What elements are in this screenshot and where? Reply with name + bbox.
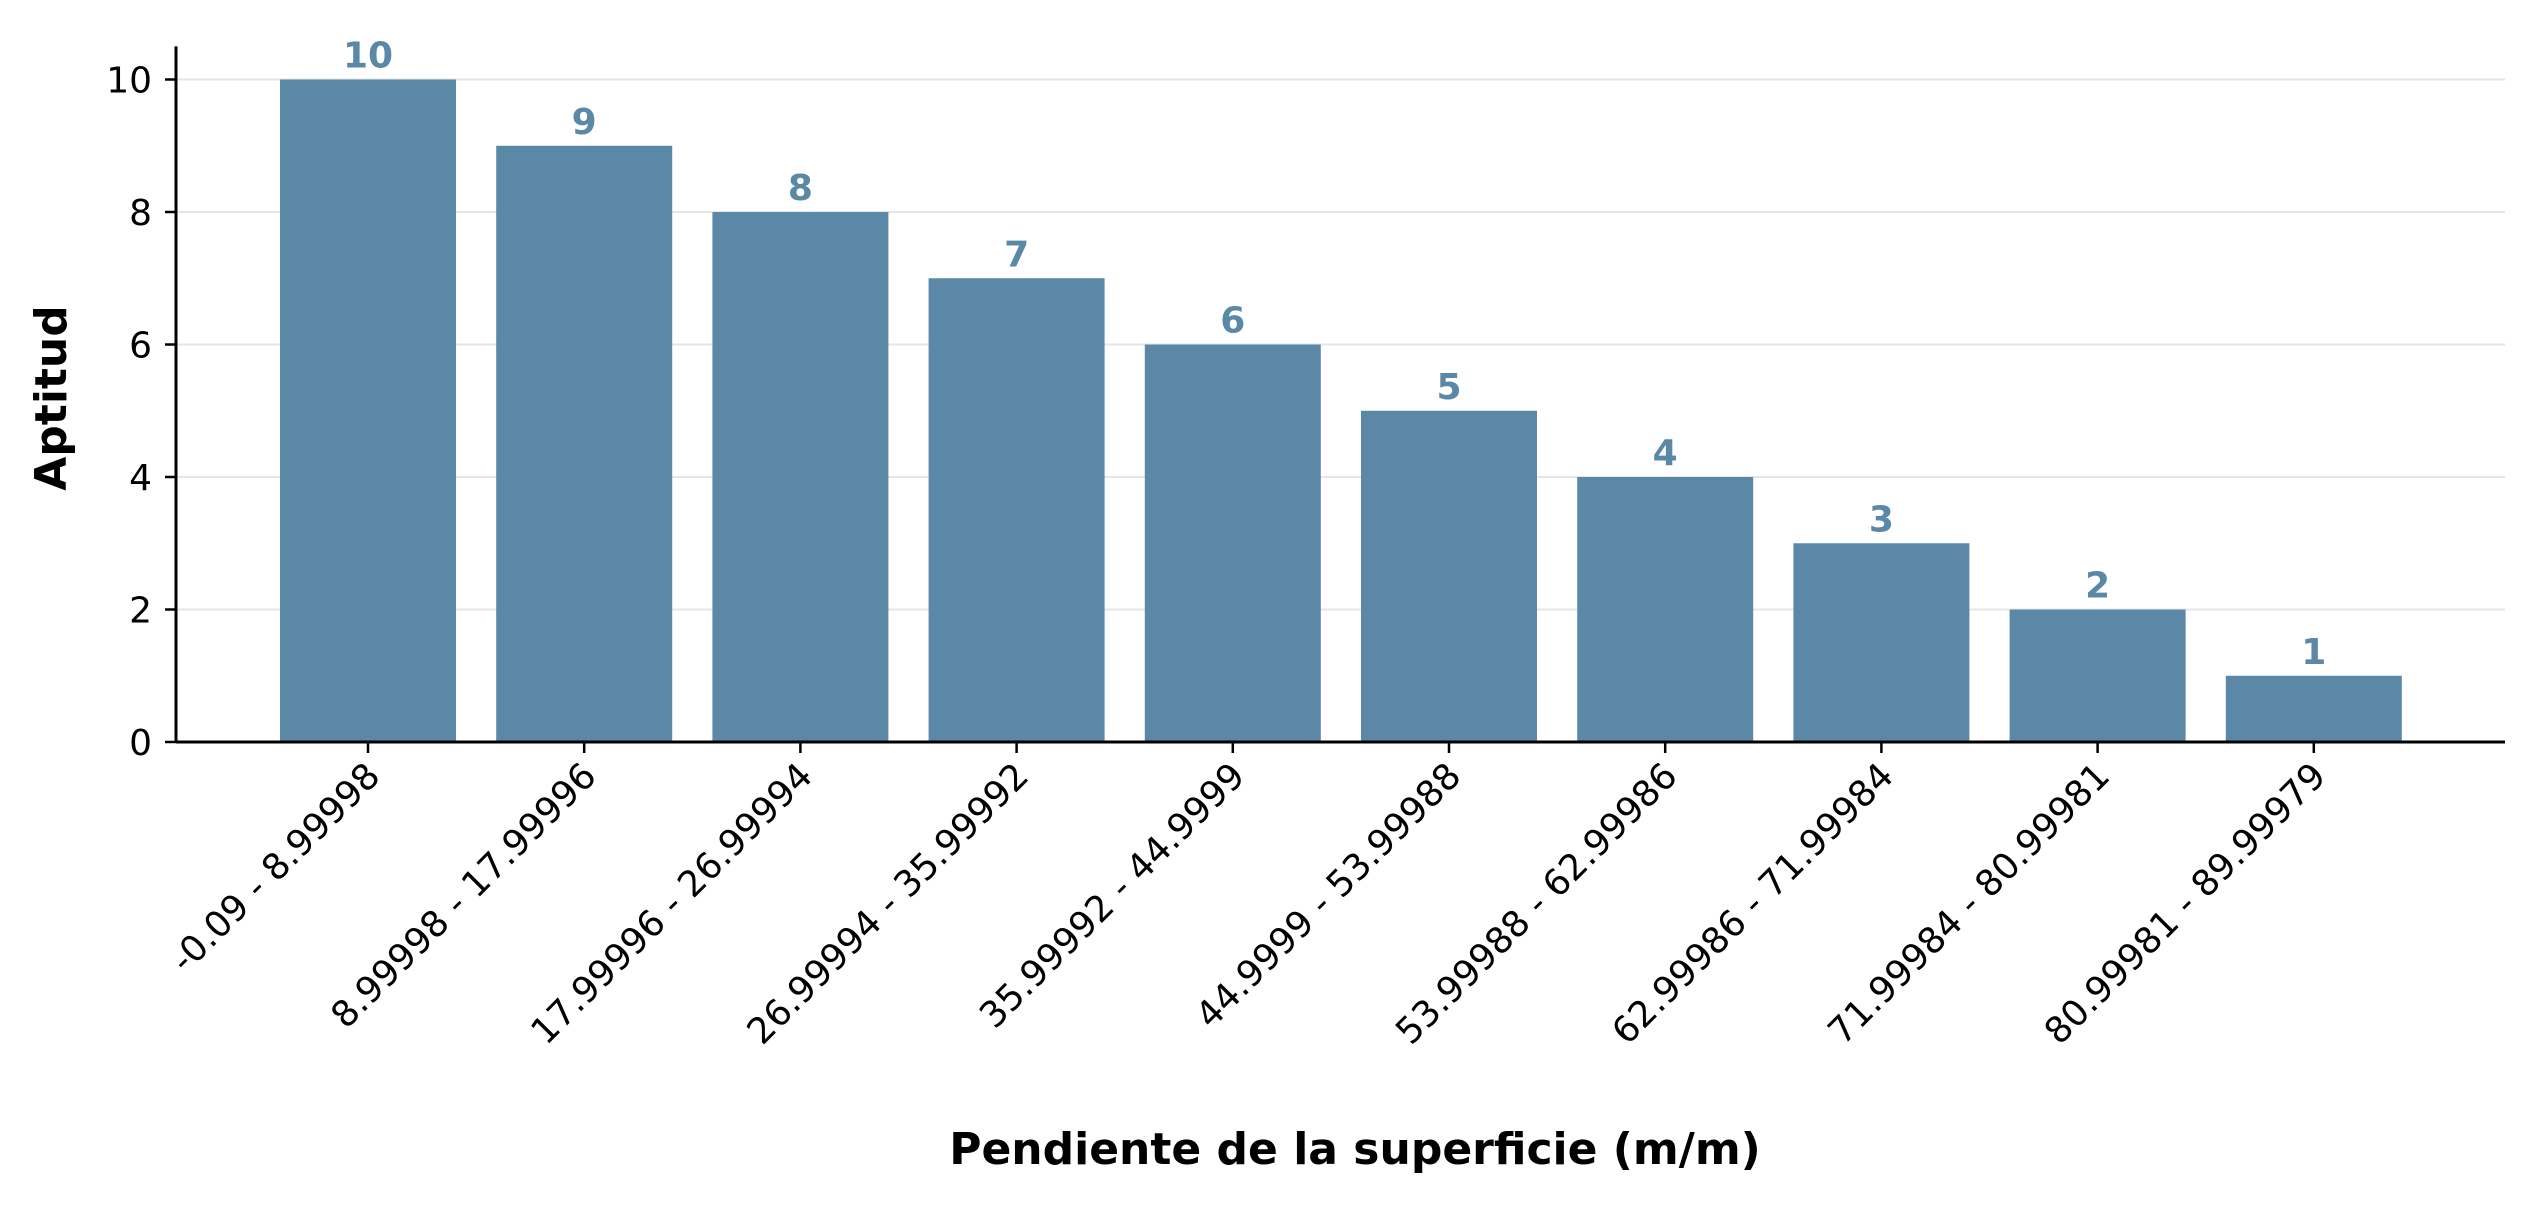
data-label: 10 — [343, 36, 393, 77]
bar — [496, 145, 673, 742]
bar — [2225, 675, 2402, 742]
y-axis-label: Aptitud — [26, 305, 77, 491]
data-label: 2 — [2085, 566, 2110, 607]
bar — [712, 212, 889, 742]
bar — [2009, 609, 2186, 742]
data-labels: 10 9 8 7 6 5 4 3 2 1 — [343, 36, 2326, 673]
bar — [1793, 543, 1970, 742]
data-label: 4 — [1653, 433, 1678, 474]
y-tick-label: 10 — [106, 61, 152, 102]
data-label: 6 — [1220, 301, 1245, 342]
bars — [280, 79, 2402, 742]
y-tick-label: 4 — [129, 458, 152, 499]
y-tick-label: 2 — [129, 591, 152, 632]
data-label: 3 — [1869, 499, 1894, 540]
bar — [280, 79, 456, 742]
y-tick-label: 6 — [129, 326, 152, 367]
x-tick-label: -0.09 - 8.99998 — [163, 755, 389, 981]
bar — [1361, 410, 1537, 742]
data-label: 8 — [788, 168, 813, 209]
bar — [1577, 477, 1754, 742]
axes — [174, 46, 2505, 744]
data-label: 9 — [572, 102, 597, 143]
data-label: 7 — [1004, 234, 1029, 275]
y-tick-label: 8 — [129, 193, 152, 234]
y-tick-label: 0 — [129, 723, 152, 764]
data-label: 1 — [2301, 632, 2326, 673]
x-axis-label: Pendiente de la superficie (m/m) — [949, 1124, 1761, 1175]
bar — [928, 278, 1105, 742]
data-label: 5 — [1436, 367, 1461, 408]
bar — [1144, 344, 1321, 742]
y-ticks: 0 2 4 6 8 10 — [106, 61, 176, 764]
